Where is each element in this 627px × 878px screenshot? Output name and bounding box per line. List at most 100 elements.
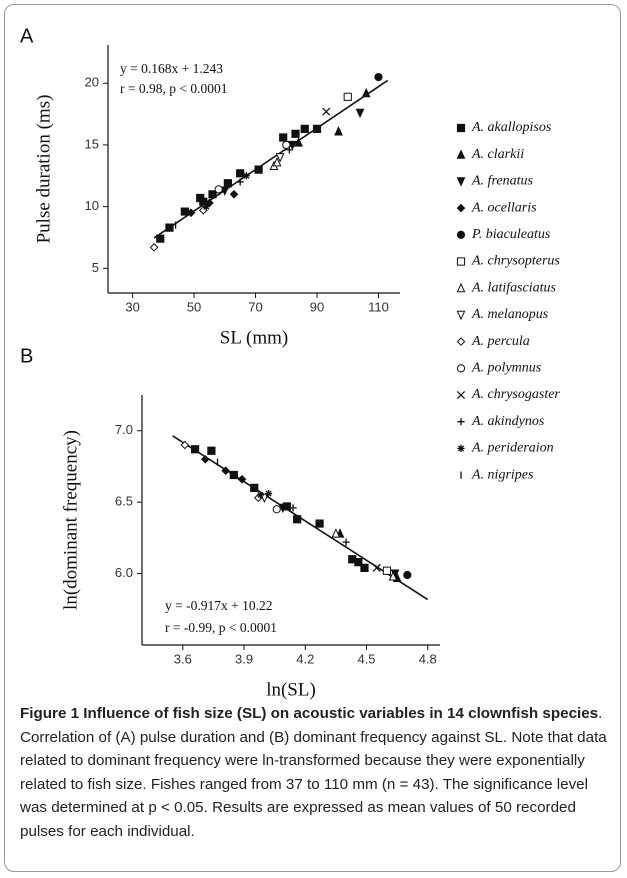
marker: [312, 124, 322, 134]
legend-label: A. ocellaris: [471, 200, 537, 215]
x-tick-label: 4.2: [296, 651, 314, 666]
annotation: r = 0.98, p < 0.0001: [120, 81, 227, 96]
legend-label: P. biaculeatus: [471, 227, 551, 242]
marker: [403, 570, 412, 580]
marker: [374, 72, 383, 82]
marker: [156, 234, 165, 243]
marker: [291, 129, 300, 138]
marker: [456, 390, 466, 400]
x-tick-label: 90: [310, 299, 324, 314]
marker: [456, 310, 466, 321]
caption-body: . Correlation of (A) pulse duration and …: [20, 705, 607, 840]
marker: [256, 491, 264, 499]
marker: [288, 140, 297, 151]
legend-label: A. frenatus: [471, 174, 533, 189]
marker: [315, 519, 324, 528]
marker: [207, 446, 216, 455]
marker: [456, 203, 466, 213]
marker: [300, 124, 309, 134]
marker: [361, 87, 371, 98]
legend-label: A. latifasciatus: [471, 280, 557, 295]
y-tick-label: 6.5: [115, 494, 133, 509]
marker: [289, 504, 297, 512]
marker: [242, 172, 250, 180]
marker: [322, 107, 331, 116]
marker: [285, 146, 293, 154]
x-tick-label: 4.5: [357, 651, 375, 666]
marker: [275, 153, 285, 163]
annotation: y = -0.917x + 10.22: [165, 598, 272, 613]
annotation: y = 0.168x + 1.243: [120, 61, 223, 76]
caption-title: Figure 1 Influence of fish size (SL) on …: [20, 705, 599, 722]
marker: [180, 207, 189, 216]
marker: [236, 169, 245, 178]
x-tick-label: 70: [248, 299, 262, 314]
marker: [236, 178, 244, 186]
marker: [355, 108, 365, 119]
marker: [372, 563, 381, 572]
marker: [342, 538, 350, 546]
y-tick-label: 15: [85, 136, 99, 151]
figure: 30 50 70 90 110 5 10 15 20 SL (mm) Pulse duration …: [20, 25, 560, 700]
marker: [272, 505, 281, 514]
marker: [250, 483, 259, 492]
legend-label: A. chrysopterus: [471, 254, 560, 269]
legend-label: A. melanopus: [471, 307, 549, 322]
marker: [229, 189, 239, 199]
marker: [223, 179, 232, 188]
legend-label: A. akallopisos: [471, 120, 552, 135]
y-tick-label: 20: [85, 75, 99, 90]
legend-label: A. clarkii: [471, 147, 524, 162]
marker: [343, 92, 352, 101]
marker: [456, 257, 466, 266]
marker: [279, 133, 288, 142]
legend-label: A. nigripes: [471, 467, 534, 482]
panel-label: B: [20, 345, 33, 367]
panel-label: A: [20, 25, 34, 47]
caption: Figure 1 Influence of fish size (SL) on …: [20, 702, 612, 844]
marker: [293, 515, 302, 524]
marker: [456, 230, 466, 239]
marker: [456, 364, 466, 373]
marker: [186, 208, 196, 218]
y-tick-label: 7.0: [115, 422, 133, 437]
marker: [456, 282, 466, 293]
y-axis-label: Pulse duration (ms): [33, 95, 54, 244]
figure-frame: [4, 4, 621, 872]
marker: [214, 185, 223, 194]
x-tick-label: 3.9: [235, 651, 253, 666]
marker: [254, 165, 263, 174]
marker: [382, 566, 392, 575]
x-tick-label: 30: [125, 299, 139, 314]
marker: [388, 571, 398, 581]
legend-label: A. perideraion: [471, 441, 554, 456]
legend-label: A. polymnus: [471, 361, 542, 376]
marker: [456, 177, 466, 187]
marker: [278, 503, 288, 514]
marker: [456, 123, 466, 133]
marker: [165, 223, 174, 232]
marker: [272, 156, 282, 167]
marker: [190, 445, 200, 454]
y-axis-label: ln(dominant frequency): [60, 430, 81, 610]
y-tick-label: 6.0: [115, 565, 133, 580]
marker: [202, 203, 210, 211]
x-tick-label: 3.6: [174, 651, 192, 666]
marker: [264, 489, 273, 498]
marker: [149, 243, 159, 252]
y-tick-label: 5: [92, 260, 99, 275]
annotation: r = -0.99, p < 0.0001: [165, 620, 277, 635]
x-axis-label: ln(SL): [266, 679, 316, 700]
marker: [360, 563, 369, 572]
marker: [456, 337, 466, 346]
y-tick-label: 10: [85, 198, 99, 213]
marker: [208, 190, 217, 199]
marker: [221, 466, 230, 476]
legend-label: A. percula: [471, 334, 530, 349]
marker: [294, 137, 303, 147]
marker: [334, 126, 343, 136]
legend-label: A. chrysogaster: [471, 387, 560, 402]
marker: [220, 186, 230, 196]
marker: [180, 440, 190, 450]
marker: [200, 454, 210, 464]
